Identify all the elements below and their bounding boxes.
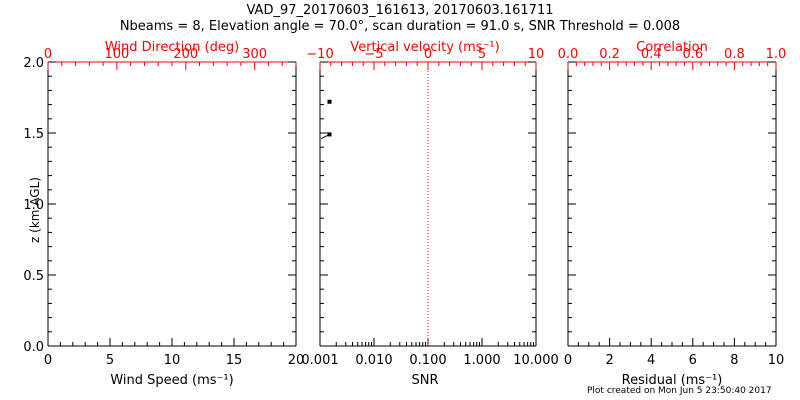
panel2-top-tick-label: 5 bbox=[478, 47, 486, 62]
panel3-x-tick-label: 4 bbox=[647, 353, 655, 368]
panel2-x-tick-label: 1.000 bbox=[463, 353, 500, 368]
panel3-bottom-xlabel: Residual (ms⁻¹) bbox=[621, 373, 723, 388]
panel3-top-tick-label: 0.2 bbox=[599, 47, 620, 62]
panel2-top-xlabel: Vertical velocity (ms⁻¹) bbox=[350, 40, 500, 55]
panel1-bottom-xlabel: Wind Speed (ms⁻¹) bbox=[110, 373, 234, 388]
y-axis-label: z (km AGL) bbox=[27, 177, 42, 243]
y-tick-label: 0.5 bbox=[23, 269, 44, 284]
panel3-x-tick-label: 10 bbox=[768, 353, 785, 368]
panel2-top-tick-label: −5 bbox=[364, 47, 383, 62]
panel1-x-tick-label: 10 bbox=[164, 353, 181, 368]
panel2-x-tick-label: 10.000 bbox=[513, 353, 559, 368]
chart-title-line1: VAD_97_20170603_161613, 20170603.161711 bbox=[246, 3, 554, 18]
y-tick-label: 0.0 bbox=[23, 340, 44, 355]
panel1-x-tick-label: 5 bbox=[106, 353, 114, 368]
panel3-top-tick-label: 0.0 bbox=[558, 47, 579, 62]
panel2-top-tick-label: 10 bbox=[528, 47, 545, 62]
panel3-x-tick-label: 6 bbox=[689, 353, 697, 368]
panel1-x-tick-label: 20 bbox=[288, 353, 305, 368]
snr-data-point bbox=[327, 99, 332, 104]
panel3-top-tick-label: 0.4 bbox=[641, 47, 662, 62]
panel1-top-tick-label: 200 bbox=[173, 47, 198, 62]
panel3-x-tick-label: 8 bbox=[730, 353, 738, 368]
panel1-top-tick-label: 100 bbox=[104, 47, 129, 62]
chart-title-line2: Nbeams = 8, Elevation angle = 70.0°, sca… bbox=[119, 19, 681, 34]
panel3-top-xlabel: Correlation bbox=[636, 40, 708, 55]
panel3-top-tick-label: 1.0 bbox=[766, 47, 787, 62]
panel3-top-tick-label: 0.6 bbox=[682, 47, 703, 62]
panel3-x-tick-label: 2 bbox=[605, 353, 613, 368]
snr-data-point bbox=[327, 132, 332, 137]
panel1-top-tick-label: 0 bbox=[44, 47, 52, 62]
panel2-top-tick-label: −10 bbox=[306, 47, 333, 62]
panel2-bottom-xlabel: SNR bbox=[411, 373, 439, 388]
y-tick-label: 2.0 bbox=[23, 56, 44, 71]
panel3-x-tick-label: 0 bbox=[564, 353, 572, 368]
y-tick-label: 1.0 bbox=[23, 198, 44, 213]
panel1-x-tick-label: 0 bbox=[44, 353, 52, 368]
panel2-top-tick-label: 0 bbox=[424, 47, 432, 62]
panel1-top-tick-label: 300 bbox=[242, 47, 267, 62]
panel2-x-tick-label: 0.010 bbox=[355, 353, 392, 368]
panel3-top-tick-label: 0.8 bbox=[724, 47, 745, 62]
plot-timestamp-footer: Plot created on Mon Jun 5 23:50:40 2017 bbox=[587, 386, 772, 396]
panel2-x-tick-label: 0.001 bbox=[301, 353, 338, 368]
panel2-x-tick-label: 0.100 bbox=[409, 353, 446, 368]
y-tick-label: 1.5 bbox=[23, 127, 44, 142]
panel1-x-tick-label: 15 bbox=[226, 353, 243, 368]
panel1-top-xlabel: Wind Direction (deg) bbox=[104, 40, 240, 55]
